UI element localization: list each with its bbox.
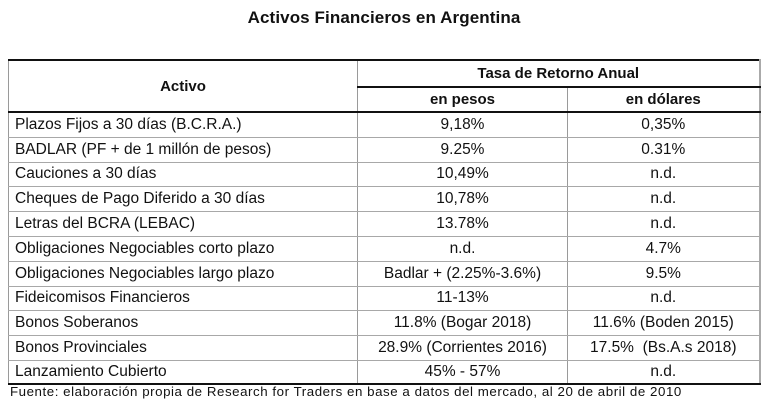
cell-pesos: 10,49% <box>357 162 568 188</box>
cell-dolares: 9.5% <box>566 261 761 287</box>
cell-dolares: n.d. <box>566 162 761 188</box>
header-tasa-retorno-anual: Tasa de Retorno Anual <box>356 59 761 88</box>
table-row: Cheques de Pago Diferido a 30 días 10,78… <box>8 186 761 213</box>
table-row: Lanzamiento Cubierto 45% - 57% n.d. <box>8 360 761 385</box>
cell-pesos: 28.9% (Corrientes 2016) <box>357 335 568 361</box>
cell-activo: Fideicomisos Financieros <box>8 286 358 312</box>
cell-activo: Lanzamiento Cubierto <box>8 360 358 385</box>
cell-activo: Bonos Soberanos <box>8 310 358 337</box>
cell-pesos: 9.25% <box>357 137 568 163</box>
cell-pesos: n.d. <box>357 236 568 262</box>
header-en-pesos: en pesos <box>357 86 568 113</box>
table-row: Bonos Provinciales 28.9% (Corrientes 201… <box>8 335 761 361</box>
cell-dolares: 0.31% <box>566 137 761 163</box>
cell-dolares: n.d. <box>566 186 761 213</box>
cell-pesos: 9,18% <box>357 112 568 138</box>
cell-activo: BADLAR (PF + de 1 millón de pesos) <box>8 137 358 163</box>
cell-activo: Obligaciones Negociables largo plazo <box>8 261 358 287</box>
cell-dolares: 11.6% (Boden 2015) <box>566 310 761 337</box>
cell-pesos: 11-13% <box>357 286 568 312</box>
cell-activo: Obligaciones Negociables corto plazo <box>8 236 358 262</box>
cell-pesos: 10,78% <box>357 186 568 213</box>
cell-dolares: 17.5% (Bs.A.s 2018) <box>566 335 761 361</box>
header-en-dolares: en dólares <box>566 86 761 113</box>
table-row: Obligaciones Negociables largo plazo Bad… <box>8 261 761 287</box>
cell-dolares: n.d. <box>566 360 761 385</box>
returns-table-container: Activo Tasa de Retorno Anual en pesos en… <box>8 59 761 385</box>
cell-activo: Cauciones a 30 días <box>8 162 358 188</box>
table-row: Plazos Fijos a 30 días (B.C.R.A.) 9,18% … <box>8 112 761 138</box>
source-footnote: Fuente: elaboración propia de Research f… <box>10 384 682 399</box>
table-row: Fideicomisos Financieros 11-13% n.d. <box>8 286 761 312</box>
cell-activo: Letras del BCRA (LEBAC) <box>8 211 358 237</box>
cell-pesos: Badlar + (2.25%-3.6%) <box>357 261 568 287</box>
cell-activo: Bonos Provinciales <box>8 335 358 361</box>
cell-dolares: n.d. <box>566 211 761 237</box>
cell-dolares: 4.7% <box>566 236 761 262</box>
cell-pesos: 13.78% <box>357 211 568 237</box>
table-row: Letras del BCRA (LEBAC) 13.78% n.d. <box>8 211 761 237</box>
cell-pesos: 45% - 57% <box>357 360 568 385</box>
cell-activo: Plazos Fijos a 30 días (B.C.R.A.) <box>8 112 358 138</box>
table-row: Bonos Soberanos 11.8% (Bogar 2018) 11.6%… <box>8 310 761 337</box>
table-body: Plazos Fijos a 30 días (B.C.R.A.) 9,18% … <box>8 112 761 385</box>
table-header: Activo Tasa de Retorno Anual en pesos en… <box>8 59 761 113</box>
table-row: Obligaciones Negociables corto plazo n.d… <box>8 236 761 262</box>
cell-dolares: n.d. <box>566 286 761 312</box>
returns-table: Activo Tasa de Retorno Anual en pesos en… <box>8 59 761 385</box>
table-row: Cauciones a 30 días 10,49% n.d. <box>8 162 761 188</box>
cell-pesos: 11.8% (Bogar 2018) <box>357 310 568 337</box>
cell-dolares: 0,35% <box>566 112 761 138</box>
cell-activo: Cheques de Pago Diferido a 30 días <box>8 186 358 213</box>
page-title: Activos Financieros en Argentina <box>247 8 521 27</box>
table-row: BADLAR (PF + de 1 millón de pesos) 9.25%… <box>8 137 761 163</box>
header-activo: Activo <box>8 59 358 113</box>
